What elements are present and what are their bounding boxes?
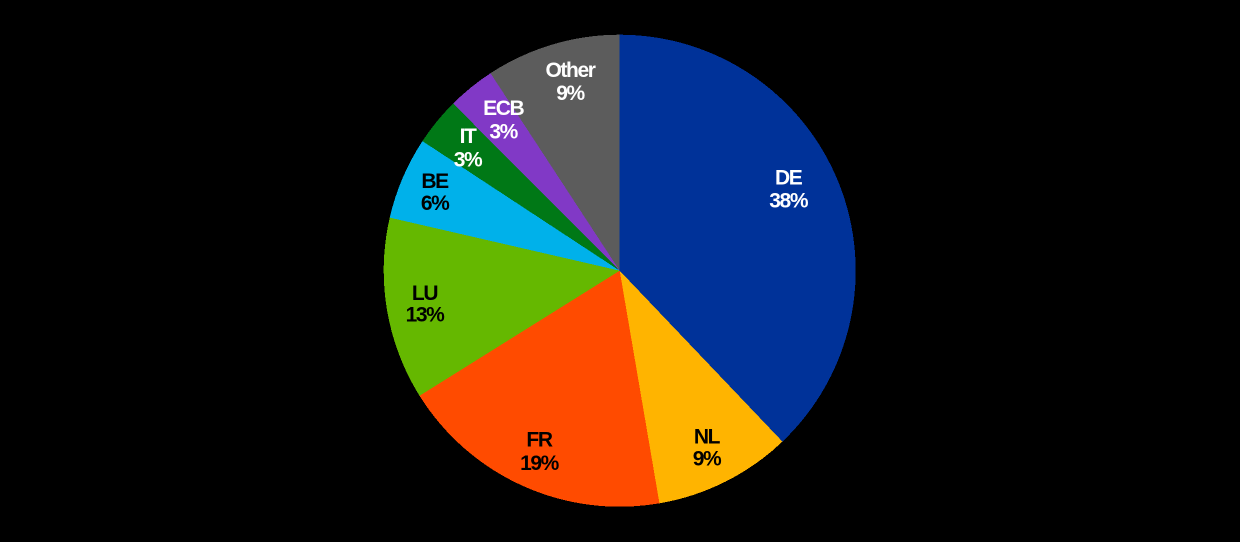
svg-text:BE: BE [421, 170, 449, 193]
svg-text:3%: 3% [489, 121, 518, 144]
svg-text:19%: 19% [520, 452, 560, 475]
svg-text:9%: 9% [693, 447, 722, 470]
svg-text:IT: IT [460, 125, 477, 148]
svg-text:9%: 9% [556, 82, 585, 105]
svg-text:6%: 6% [421, 192, 450, 215]
svg-text:DE: DE [775, 167, 803, 190]
svg-text:13%: 13% [406, 304, 446, 327]
svg-text:3%: 3% [454, 148, 483, 171]
svg-text:ECB: ECB [483, 97, 524, 120]
svg-text:NL: NL [694, 425, 721, 448]
svg-text:Other: Other [545, 59, 595, 82]
svg-text:38%: 38% [769, 190, 809, 213]
svg-text:FR: FR [526, 429, 552, 452]
svg-text:LU: LU [412, 282, 437, 305]
